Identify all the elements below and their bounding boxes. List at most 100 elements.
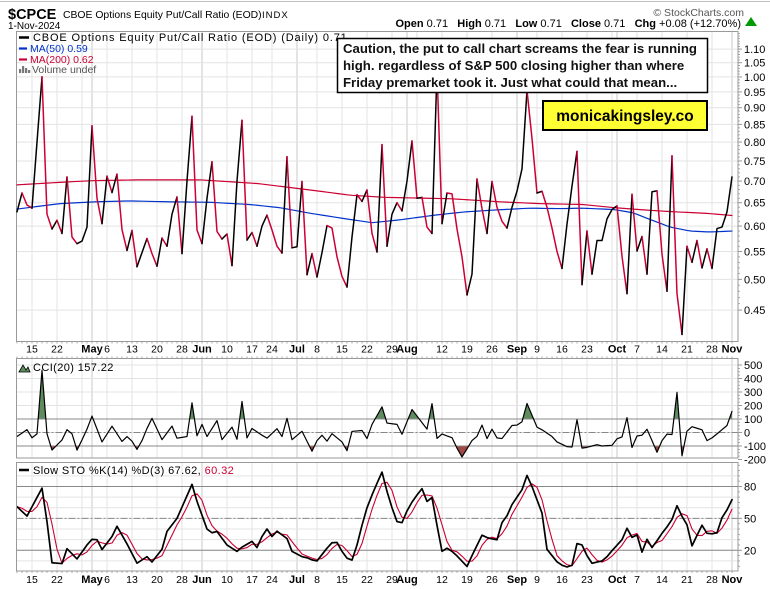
svg-text:Oct: Oct <box>608 574 627 586</box>
svg-text:22: 22 <box>51 574 63 586</box>
svg-text:Jul: Jul <box>289 344 305 356</box>
svg-text:9: 9 <box>534 574 540 586</box>
svg-text:0.45: 0.45 <box>744 305 765 317</box>
svg-text:0.80: 0.80 <box>744 137 765 149</box>
svg-text:22: 22 <box>361 574 373 586</box>
svg-text:29: 29 <box>386 344 398 356</box>
svg-text:1.10: 1.10 <box>744 44 765 56</box>
svg-text:500: 500 <box>744 360 762 372</box>
svg-text:28: 28 <box>706 574 718 586</box>
svg-text:12: 12 <box>436 574 448 586</box>
svg-text:14: 14 <box>656 344 668 356</box>
svg-text:22: 22 <box>361 344 373 356</box>
svg-text:15: 15 <box>26 574 38 586</box>
svg-text:26: 26 <box>486 344 498 356</box>
svg-text:high. regardless of S&P 500 cl: high. regardless of S&P 500 closing high… <box>343 58 684 73</box>
svg-text:CBOE Options Equity Put/Call R: CBOE Options Equity Put/Call Ratio (EOD) <box>63 10 262 21</box>
svg-text:16: 16 <box>556 574 568 586</box>
svg-text:Open 0.71 High 0.71 Low 0.: Open 0.71 High 0.71 Low 0.71 Close 0.71 … <box>395 18 741 30</box>
svg-text:0.75: 0.75 <box>744 156 765 168</box>
svg-text:0.60: 0.60 <box>744 221 765 233</box>
svg-text:CCI(20) 157.22: CCI(20) 157.22 <box>33 362 114 374</box>
svg-text:-100: -100 <box>744 441 766 453</box>
svg-text:MA(50) 0.59: MA(50) 0.59 <box>30 43 88 55</box>
svg-text:Sep: Sep <box>507 574 527 586</box>
svg-text:80: 80 <box>744 482 756 494</box>
svg-text:0.90: 0.90 <box>744 103 765 115</box>
svg-text:Oct: Oct <box>608 344 627 356</box>
svg-text:CBOE Options Equity Put/Call R: CBOE Options Equity Put/Call Ratio (EOD)… <box>33 32 348 44</box>
svg-text:400: 400 <box>744 374 762 386</box>
svg-text:Aug: Aug <box>396 344 417 356</box>
svg-text:7: 7 <box>634 344 640 356</box>
svg-text:Jun: Jun <box>192 344 212 356</box>
svg-text:17: 17 <box>246 344 258 356</box>
svg-text:May: May <box>81 344 103 356</box>
svg-text:0.55: 0.55 <box>744 247 765 259</box>
svg-text:12: 12 <box>436 344 448 356</box>
svg-text:17: 17 <box>246 574 258 586</box>
svg-text:24: 24 <box>266 344 278 356</box>
svg-text:20: 20 <box>151 344 163 356</box>
svg-text:0.85: 0.85 <box>744 119 765 131</box>
svg-text:8: 8 <box>314 574 320 586</box>
svg-text:10: 10 <box>221 344 233 356</box>
svg-text:100: 100 <box>744 414 762 426</box>
svg-text:20: 20 <box>151 574 163 586</box>
svg-text:19: 19 <box>461 574 473 586</box>
svg-text:200: 200 <box>744 401 762 413</box>
svg-text:7: 7 <box>634 574 640 586</box>
svg-text:Friday premarket took it. Just: Friday premarket took it. Just what coul… <box>343 75 677 90</box>
svg-text:24: 24 <box>266 574 278 586</box>
svg-text:0.70: 0.70 <box>744 176 765 188</box>
svg-text:14: 14 <box>656 574 668 586</box>
svg-text:© StockCharts.com: © StockCharts.com <box>653 7 744 19</box>
svg-text:0.50: 0.50 <box>744 274 765 286</box>
svg-text:Nov: Nov <box>722 574 744 586</box>
svg-text:Volume undef: Volume undef <box>32 64 96 76</box>
svg-text:6: 6 <box>104 344 110 356</box>
svg-text:19: 19 <box>461 344 473 356</box>
svg-text:Nov: Nov <box>722 344 744 356</box>
svg-text:1.00: 1.00 <box>744 72 765 84</box>
svg-text:9: 9 <box>534 344 540 356</box>
svg-text:Jun: Jun <box>192 574 212 586</box>
svg-text:15: 15 <box>336 344 348 356</box>
svg-text:0: 0 <box>744 428 750 440</box>
svg-text:monicakingsley.co: monicakingsley.co <box>556 108 694 125</box>
svg-text:8: 8 <box>314 344 320 356</box>
svg-text:Jul: Jul <box>289 574 305 586</box>
svg-text:$CPCE: $CPCE <box>8 7 57 23</box>
svg-text:29: 29 <box>386 574 398 586</box>
svg-text:15: 15 <box>336 574 348 586</box>
svg-text:May: May <box>81 574 103 586</box>
svg-text:0.95: 0.95 <box>744 87 765 99</box>
svg-text:10: 10 <box>221 574 233 586</box>
svg-text:INDX: INDX <box>262 10 289 21</box>
svg-text:50: 50 <box>744 513 756 525</box>
svg-text:28: 28 <box>176 574 188 586</box>
svg-text:21: 21 <box>681 344 693 356</box>
svg-text:15: 15 <box>26 344 38 356</box>
svg-text:22: 22 <box>51 344 63 356</box>
svg-text:23: 23 <box>581 574 593 586</box>
svg-text:-200: -200 <box>744 455 766 467</box>
svg-text:1.05: 1.05 <box>744 58 765 70</box>
svg-text:16: 16 <box>556 344 568 356</box>
svg-text:Caution, the put to call chart: Caution, the put to call chart screams t… <box>343 41 697 56</box>
svg-text:300: 300 <box>744 387 762 399</box>
svg-text:1-Nov-2024: 1-Nov-2024 <box>8 21 61 32</box>
svg-text:6: 6 <box>104 574 110 586</box>
svg-text:Slow STO %K(14) %D(3) 67.62, 6: Slow STO %K(14) %D(3) 67.62, 60.32 <box>33 465 234 477</box>
svg-text:28: 28 <box>706 344 718 356</box>
svg-text:Aug: Aug <box>396 574 417 586</box>
svg-text:23: 23 <box>581 344 593 356</box>
svg-text:13: 13 <box>126 344 138 356</box>
svg-text:13: 13 <box>126 574 138 586</box>
svg-text:Sep: Sep <box>507 344 527 356</box>
svg-text:0.65: 0.65 <box>744 198 765 210</box>
svg-text:21: 21 <box>681 574 693 586</box>
svg-text:20: 20 <box>744 545 756 557</box>
svg-text:26: 26 <box>486 574 498 586</box>
svg-text:28: 28 <box>176 344 188 356</box>
